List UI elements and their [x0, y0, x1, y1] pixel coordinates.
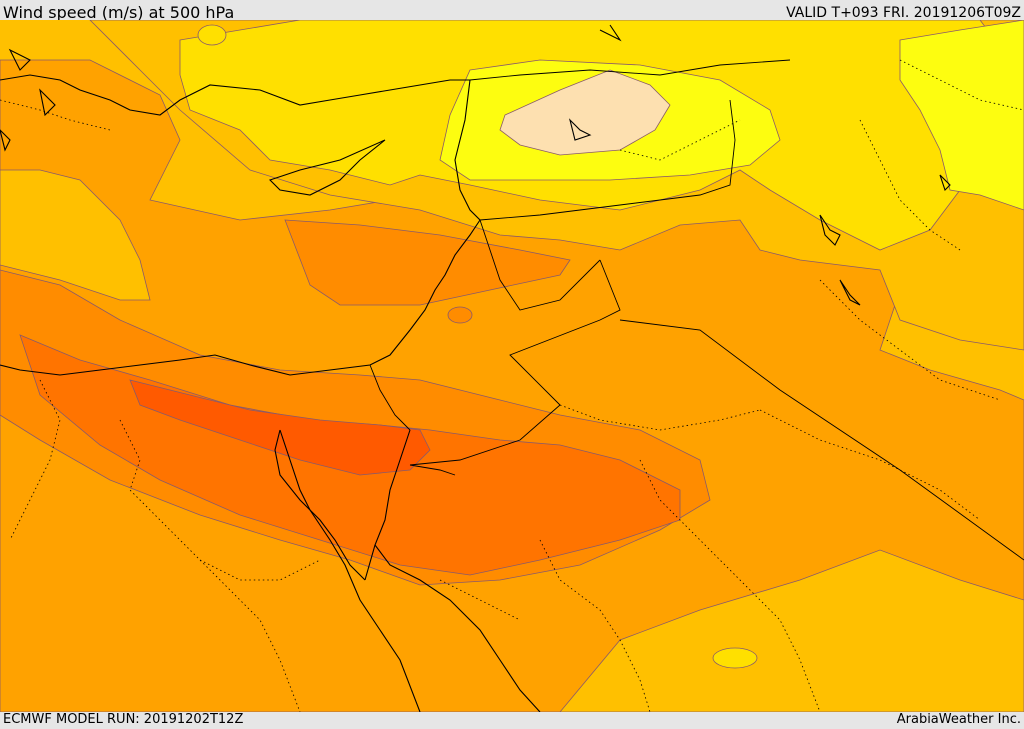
wind-speed-map: [0, 20, 1024, 712]
band-below-10: [499, 69, 671, 156]
borders: [369, 59, 1024, 561]
patch-aegean: [197, 24, 227, 46]
coastlines: [0, 24, 951, 712]
credit-label: ArabiaWeather Inc.: [896, 712, 1021, 727]
band-40-45: [129, 379, 431, 476]
valid-time: VALID T+093 FRI. 20191206T09Z: [786, 5, 1021, 20]
internal-borders: [0, 59, 1024, 712]
header-bar: Wind speed (m/s) at 500 hPa VALID T+093 …: [0, 0, 1024, 20]
band-30-35-north: [284, 219, 571, 306]
patch-south: [712, 647, 758, 669]
map-title: Wind speed (m/s) at 500 hPa: [3, 3, 235, 20]
band-20-25-west: [0, 169, 151, 301]
map-canvas: [0, 20, 1024, 712]
footer-bar: ECMWF MODEL RUN: 20191202T12Z ArabiaWeat…: [0, 712, 1024, 729]
patch-jordan: [447, 306, 473, 324]
band-10-15-east: [899, 20, 1024, 211]
band-20-25-southeast: [559, 549, 1024, 712]
model-run: ECMWF MODEL RUN: 20191202T12Z: [3, 712, 244, 727]
